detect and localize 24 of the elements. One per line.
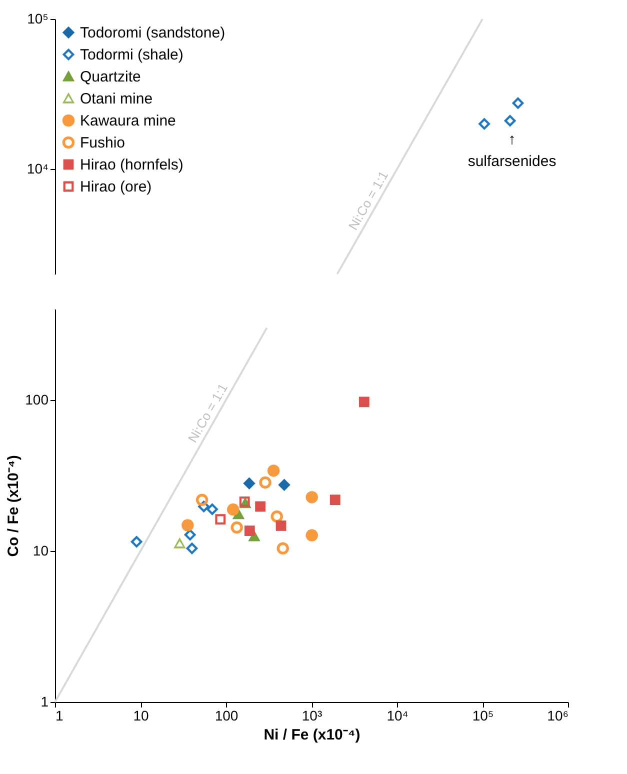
legend-label: Fushio: [80, 134, 126, 152]
y-tick-label: 10: [32, 542, 49, 558]
legend-label: Quartzite: [80, 68, 141, 86]
x-tick-label: 10⁶: [547, 708, 568, 724]
legend-label: Hirao (ore): [80, 178, 152, 196]
y-tick-label: 10⁵: [27, 10, 48, 26]
x-tick-label: 10⁴: [386, 708, 408, 724]
legend-label: Hirao (hornfels): [80, 156, 184, 174]
legend-label: Otani mine: [80, 90, 153, 108]
y-axis-title: Co / Fe (x10⁻⁴): [5, 455, 22, 557]
x-tick-label: 10: [133, 708, 149, 724]
x-tick-label: 10⁵: [472, 708, 494, 724]
legend-label: Todormi (shale): [80, 46, 184, 64]
y-tick-label: 1: [40, 694, 49, 710]
x-tick-label: 10³: [302, 708, 322, 724]
x-tick-label: 100: [214, 708, 238, 724]
legend-label: Todoromi (sandstone): [80, 24, 226, 42]
y-tick-label: 100: [25, 391, 49, 408]
annotation: sulfarsenides: [468, 153, 556, 170]
annotation: ↑: [508, 131, 516, 148]
y-tick-label: 10⁴: [26, 160, 48, 177]
x-tick-label: 1: [56, 708, 64, 724]
x-axis-title: Ni / Fe (x10⁻⁴): [264, 726, 360, 744]
legend-label: Kawaura mine: [80, 112, 176, 130]
